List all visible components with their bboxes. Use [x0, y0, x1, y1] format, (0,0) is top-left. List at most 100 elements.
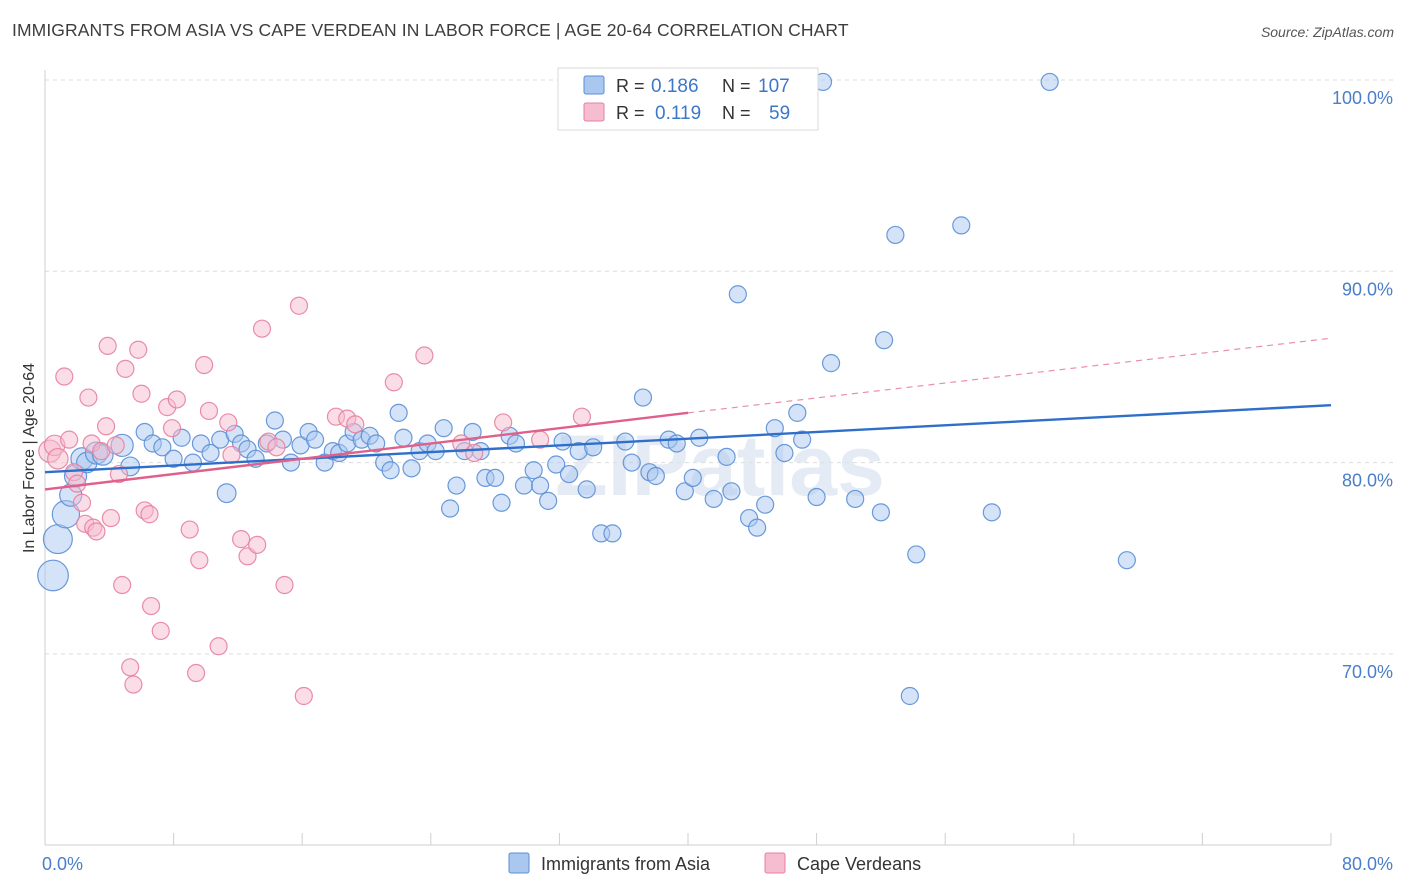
data-point — [871, 503, 891, 522]
bottom-legend-label-pink: Cape Verdeans — [797, 854, 921, 874]
data-point — [153, 438, 172, 457]
data-point — [113, 575, 132, 595]
data-point — [572, 407, 592, 426]
legend-r-value: 0.186 — [651, 76, 699, 97]
data-point — [722, 482, 741, 501]
data-point — [717, 447, 736, 466]
data-point — [183, 453, 202, 472]
data-point — [1117, 551, 1136, 570]
data-point — [748, 518, 767, 537]
bottom-legend-label-blue: Immigrants from Asia — [541, 854, 711, 874]
trend-line-cape-verdean — [44, 411, 689, 491]
data-point — [87, 522, 106, 541]
series-cape-verdeans — [38, 296, 592, 706]
data-point — [281, 453, 301, 472]
data-point — [42, 524, 73, 555]
data-point — [116, 359, 135, 378]
data-point — [807, 487, 826, 507]
data-point — [124, 675, 143, 694]
data-point — [216, 483, 237, 504]
axes: 100.0% 90.0% 80.0% 70.0% 0.0% 80.0% — [42, 70, 1393, 874]
data-point — [886, 225, 905, 245]
legend-r-value: 0.119 — [655, 103, 701, 124]
data-point — [402, 459, 421, 478]
data-point — [434, 419, 453, 438]
data-point — [180, 520, 199, 539]
legend-swatch-blue — [583, 75, 605, 95]
y-axis-label: In Labor Force | Age 20-64 — [21, 363, 38, 553]
chart-title: IMMIGRANTS FROM ASIA VS CAPE VERDEAN IN … — [12, 20, 849, 40]
data-point — [463, 422, 482, 442]
data-point — [646, 466, 665, 486]
data-point — [132, 384, 151, 403]
data-point — [109, 464, 129, 484]
data-point — [199, 401, 219, 421]
data-point — [252, 319, 272, 338]
data-point — [440, 499, 460, 518]
bottom-legend-swatch-blue — [508, 852, 530, 874]
data-point — [633, 388, 653, 407]
legend-r-label: R = — [616, 103, 645, 123]
data-point — [305, 430, 325, 449]
data-point — [289, 296, 309, 315]
data-point — [622, 453, 641, 472]
data-point — [494, 413, 513, 432]
y-tick-label: 100.0% — [1332, 88, 1393, 108]
y-tick-label: 70.0% — [1342, 662, 1393, 682]
data-point — [584, 438, 603, 457]
data-point — [821, 354, 841, 373]
data-point — [98, 336, 117, 356]
x-tick-label: 0.0% — [42, 854, 83, 874]
data-point — [667, 434, 686, 453]
data-point — [389, 403, 408, 422]
data-point — [675, 482, 694, 501]
data-point — [492, 493, 511, 512]
data-point — [219, 413, 238, 432]
data-point — [129, 340, 148, 359]
data-point — [506, 434, 526, 453]
data-point — [447, 476, 466, 495]
data-point — [265, 411, 284, 430]
data-point — [756, 495, 775, 514]
data-point — [140, 505, 159, 524]
data-point — [248, 535, 267, 554]
data-point — [788, 403, 807, 422]
data-point — [1040, 72, 1059, 92]
data-point — [346, 415, 365, 434]
data-point — [141, 596, 161, 616]
data-point — [79, 388, 98, 407]
legend-n-value: 59 — [769, 103, 790, 124]
data-point — [209, 637, 228, 656]
data-point — [106, 436, 125, 455]
x-tick-label: 80.0% — [1342, 854, 1393, 874]
data-point — [415, 346, 434, 365]
data-point — [151, 621, 170, 641]
data-point — [201, 443, 220, 463]
data-point — [60, 430, 79, 449]
bottom-legend-swatch-pink — [764, 852, 786, 874]
series-immigrants-from-asia — [37, 72, 1136, 706]
data-point — [187, 663, 206, 683]
data-point — [37, 559, 69, 592]
data-point — [907, 545, 926, 564]
data-point — [539, 491, 558, 510]
data-point — [982, 503, 1001, 522]
data-point — [704, 489, 723, 509]
data-point — [765, 419, 784, 438]
data-point — [232, 530, 251, 549]
data-point — [195, 355, 214, 375]
data-point — [553, 432, 572, 451]
data-point — [728, 285, 747, 304]
data-point — [121, 658, 140, 677]
data-point — [55, 367, 74, 386]
legend-n-label: N = — [722, 76, 751, 96]
trend-lines — [44, 337, 1332, 491]
data-point — [775, 443, 794, 463]
data-point — [577, 480, 596, 499]
data-point — [162, 419, 182, 438]
data-point — [381, 461, 400, 480]
data-point — [96, 417, 116, 436]
data-point — [683, 468, 702, 488]
y-tick-label: 80.0% — [1342, 471, 1393, 491]
y-tick-label: 90.0% — [1342, 279, 1393, 299]
